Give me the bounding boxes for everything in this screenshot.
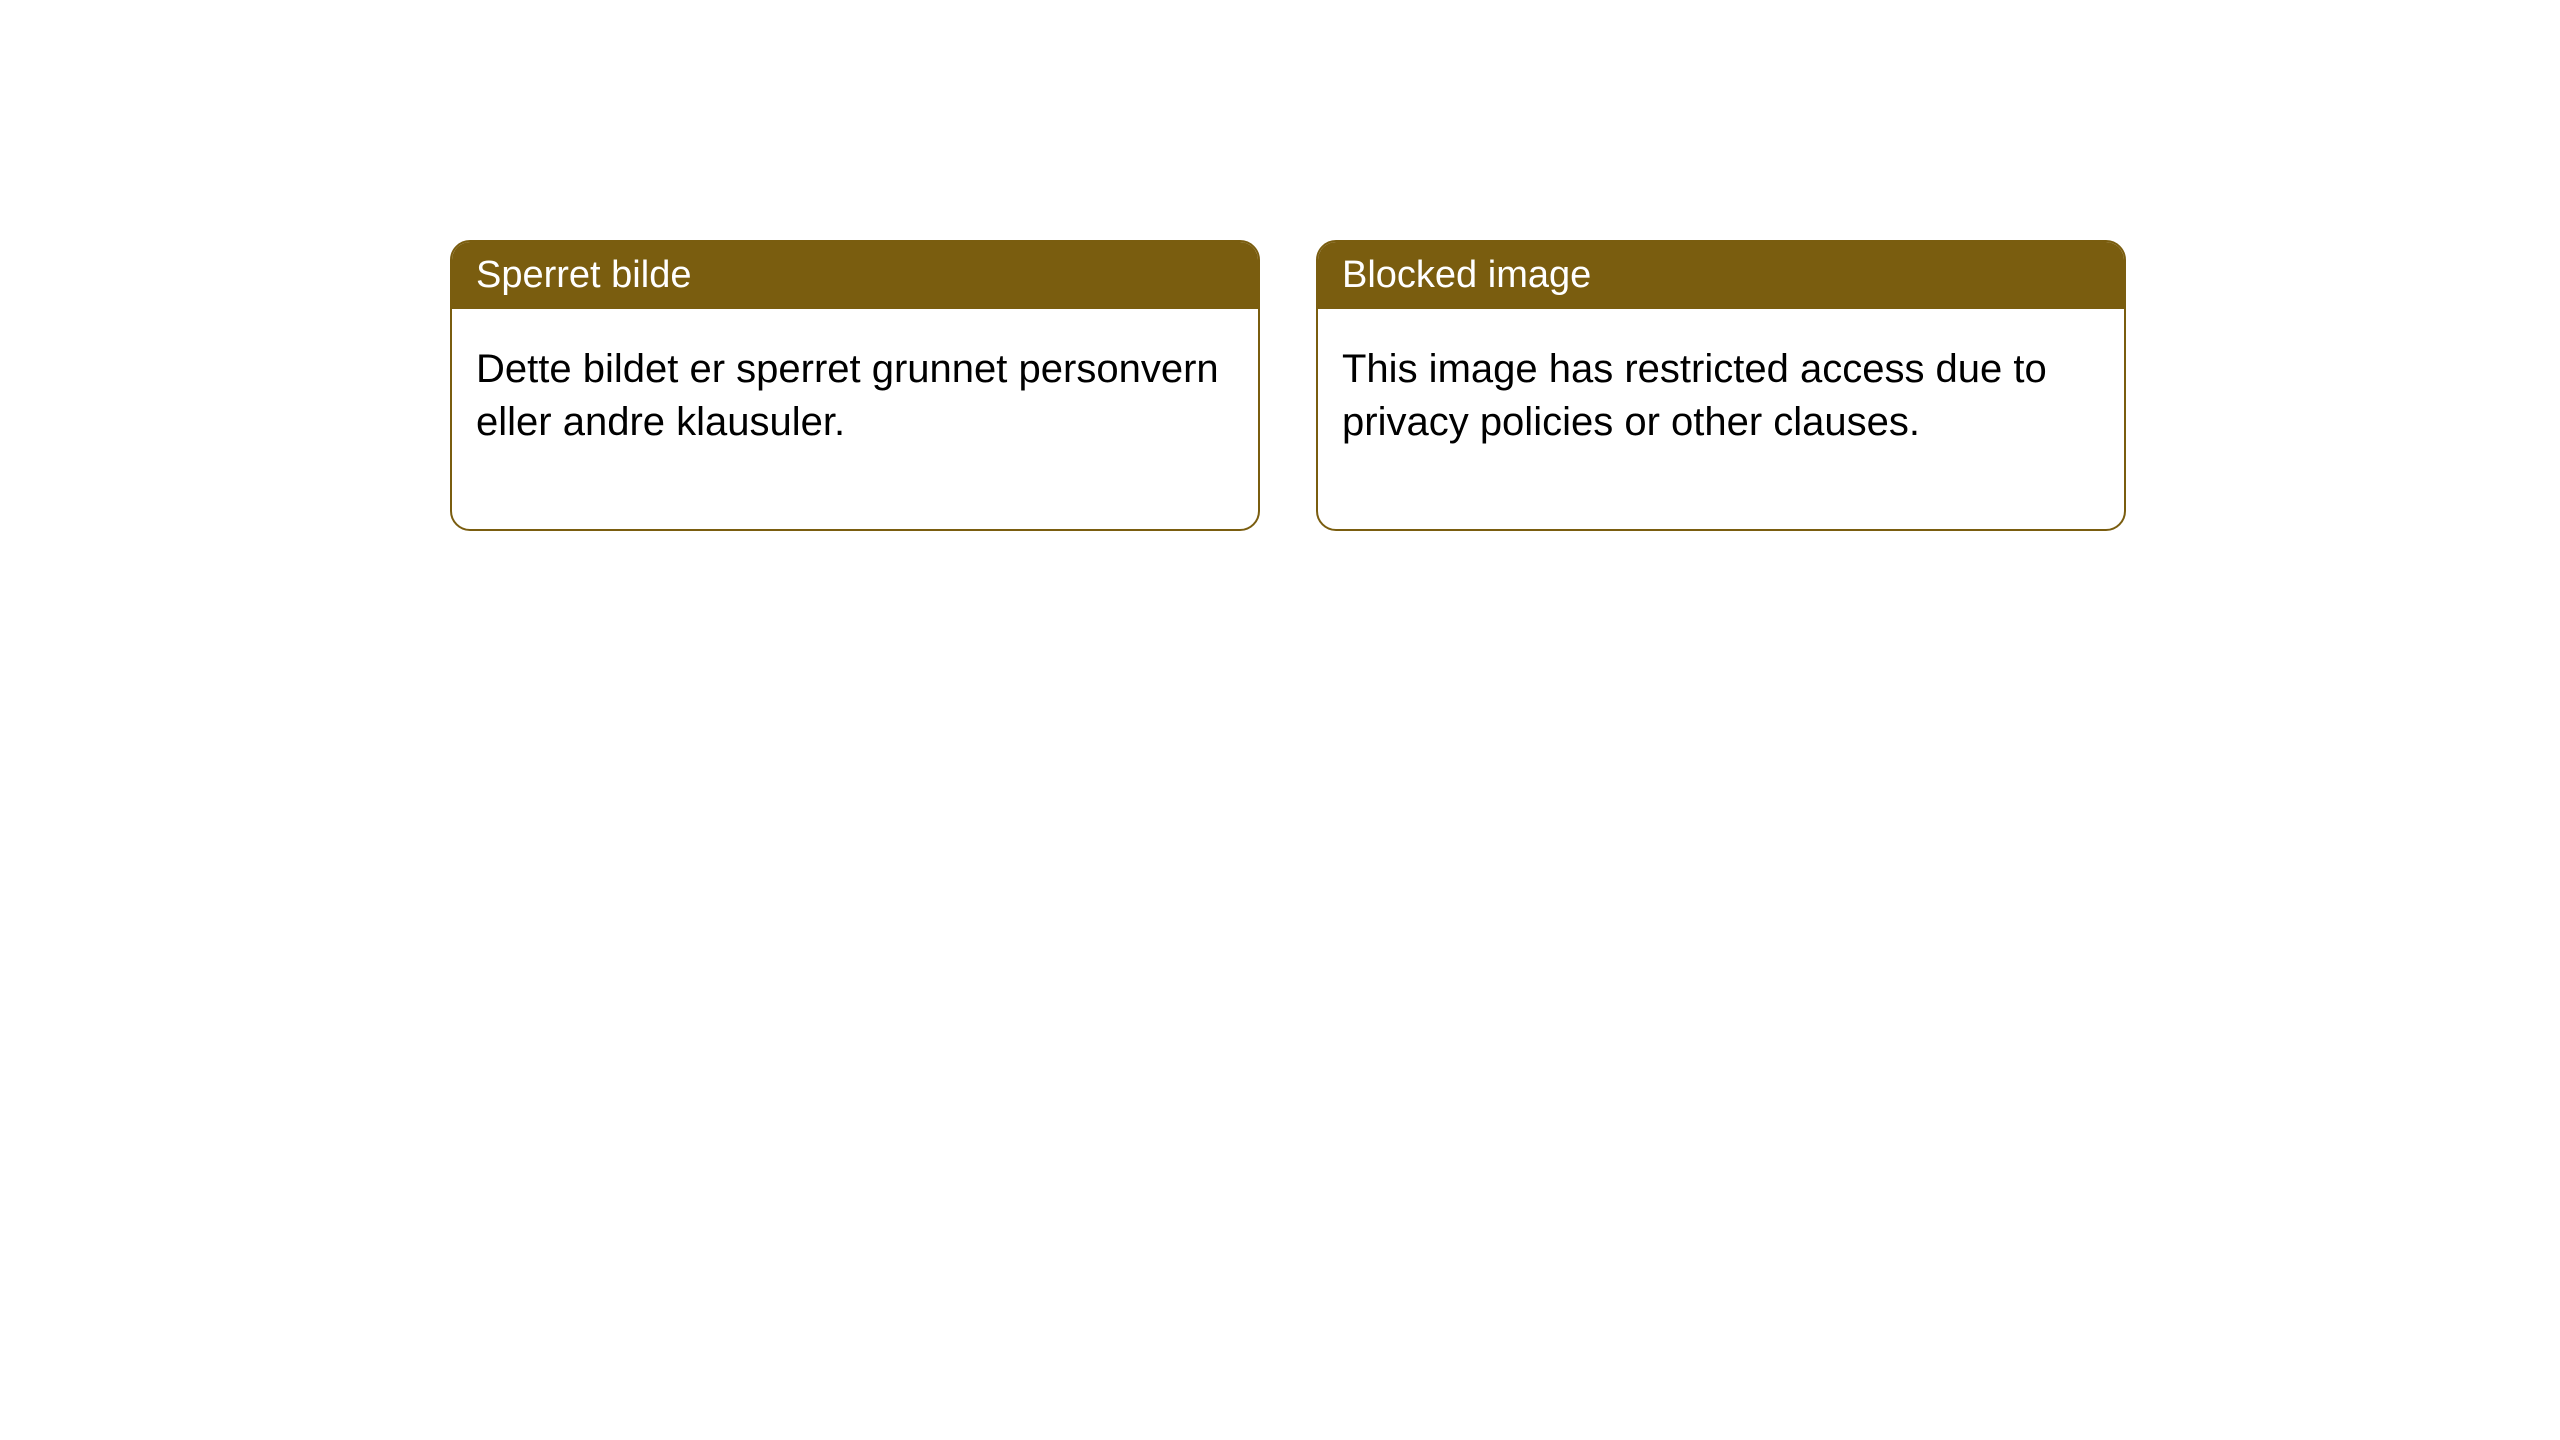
card-header: Blocked image bbox=[1318, 242, 2124, 309]
card-body: This image has restricted access due to … bbox=[1318, 309, 2124, 529]
card-header: Sperret bilde bbox=[452, 242, 1258, 309]
notice-container: Sperret bilde Dette bildet er sperret gr… bbox=[450, 240, 2560, 531]
card-body-text: This image has restricted access due to … bbox=[1342, 347, 2047, 444]
card-body-text: Dette bildet er sperret grunnet personve… bbox=[476, 347, 1219, 444]
card-body: Dette bildet er sperret grunnet personve… bbox=[452, 309, 1258, 529]
notice-card-english: Blocked image This image has restricted … bbox=[1316, 240, 2126, 531]
notice-card-norwegian: Sperret bilde Dette bildet er sperret gr… bbox=[450, 240, 1260, 531]
card-title: Sperret bilde bbox=[476, 254, 691, 296]
card-title: Blocked image bbox=[1342, 254, 1591, 296]
